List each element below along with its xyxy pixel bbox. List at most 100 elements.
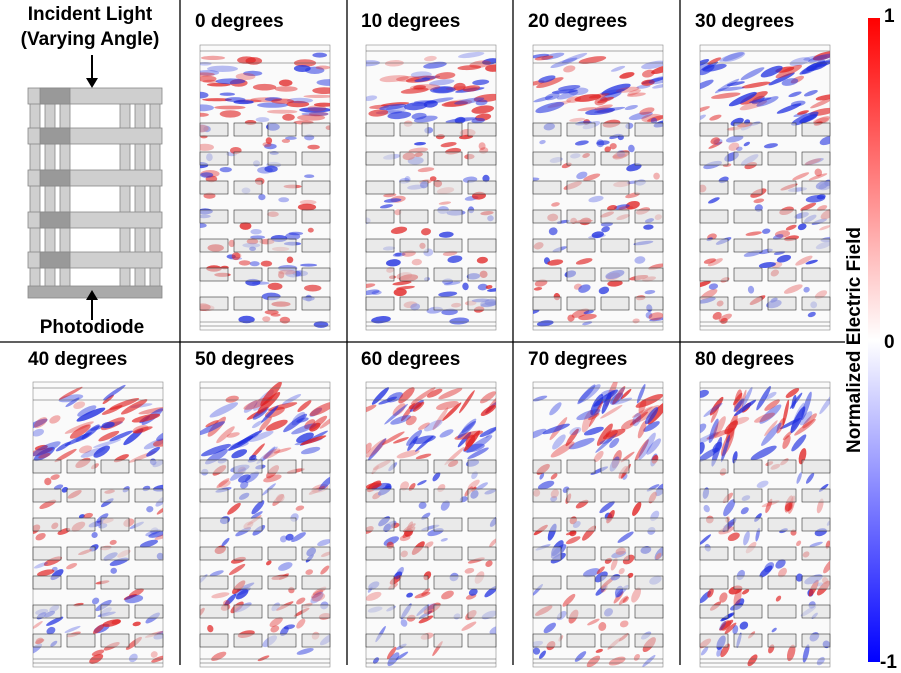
- field-blob: [453, 82, 466, 91]
- structure-block: [399, 180, 429, 195]
- field-blob: [620, 451, 635, 463]
- structure-block: [433, 633, 463, 648]
- field-blob: [467, 479, 480, 490]
- field-blob: [631, 406, 653, 418]
- field-blob: [93, 439, 122, 448]
- structure-block: [801, 267, 831, 282]
- structure-block: [699, 633, 729, 648]
- field-blob: [384, 403, 408, 425]
- structure-block: [733, 488, 763, 503]
- structure-block: [199, 517, 229, 532]
- field-blob: [713, 416, 726, 438]
- layer-dark: [39, 169, 71, 187]
- field-blob: [719, 592, 728, 603]
- field-blob: [309, 401, 330, 417]
- field-blob: [783, 284, 803, 294]
- field-blob: [295, 505, 305, 511]
- structure-block: [100, 633, 130, 648]
- structure-block: [301, 459, 331, 474]
- field-blob: [476, 256, 488, 264]
- structure-block: [365, 546, 395, 561]
- field-blob: [610, 65, 626, 72]
- structure-block: [634, 238, 664, 253]
- field-blob: [482, 174, 490, 183]
- field-blob: [565, 536, 581, 545]
- structure-block: [532, 633, 562, 648]
- structure-block: [532, 517, 562, 532]
- field-blob: [703, 402, 723, 417]
- field-blob: [296, 647, 314, 655]
- field-blob: [756, 480, 769, 488]
- field-blob: [561, 52, 588, 64]
- structure-block: [433, 604, 463, 619]
- field-blob: [219, 110, 241, 118]
- structure-block: [433, 575, 463, 590]
- field-blob: [708, 418, 719, 444]
- field-blob: [249, 261, 260, 267]
- field-blob: [547, 259, 564, 266]
- field-blob: [781, 78, 799, 86]
- field-blob: [648, 312, 663, 321]
- structure-block: [699, 238, 729, 253]
- field-blob: [202, 79, 218, 84]
- field-blob: [703, 504, 710, 513]
- structure-block: [467, 546, 497, 561]
- structure-block: [365, 296, 395, 311]
- field-blob: [578, 384, 601, 403]
- structure-block: [467, 575, 497, 590]
- structure-block: [532, 151, 562, 166]
- field-blob: [741, 387, 753, 408]
- field-blob: [447, 255, 463, 263]
- field-blob: [731, 416, 750, 426]
- field-blob: [700, 442, 705, 455]
- field-blob: [371, 290, 382, 295]
- field-blob: [551, 89, 578, 94]
- field-blob: [700, 534, 712, 546]
- field-blob: [475, 99, 488, 106]
- structure-block: [134, 517, 164, 532]
- field-blob: [617, 531, 634, 543]
- field-blob: [462, 282, 469, 291]
- field-blob: [489, 626, 496, 635]
- field-blob: [405, 415, 417, 426]
- structure-block: [301, 238, 331, 253]
- field-blob: [297, 114, 326, 121]
- field-blob: [576, 171, 588, 180]
- field-blob: [700, 114, 706, 122]
- field-blob: [250, 235, 265, 239]
- field-blob: [439, 429, 454, 438]
- field-blob: [279, 316, 291, 324]
- field-blob: [121, 399, 148, 415]
- field-blob: [478, 142, 486, 150]
- field-blob: [760, 65, 783, 78]
- structure-block: [532, 575, 562, 590]
- field-blob: [599, 438, 613, 445]
- field-blob: [392, 403, 406, 416]
- field-blob: [568, 437, 595, 450]
- field-blob: [805, 195, 826, 203]
- field-blob: [605, 429, 618, 438]
- structure-block: [233, 180, 263, 195]
- structure-block: [733, 575, 763, 590]
- structure-block: [600, 209, 630, 224]
- structure-block: [66, 633, 96, 648]
- field-blob: [266, 560, 272, 566]
- structure-block: [66, 575, 96, 590]
- field-blob: [772, 234, 784, 240]
- structure-block: [233, 546, 263, 561]
- field-blob: [64, 625, 81, 633]
- structure-block: [801, 488, 831, 503]
- field-blob: [424, 55, 437, 62]
- structure-block: [301, 180, 331, 195]
- structure-block: [199, 604, 229, 619]
- field-blob: [634, 439, 649, 461]
- field-blob: [301, 111, 329, 117]
- field-blob: [552, 434, 566, 450]
- field-blob: [708, 141, 723, 149]
- field-blob: [200, 143, 214, 151]
- field-blob: [533, 309, 540, 315]
- structure-block: [699, 517, 729, 532]
- structure-block: [767, 517, 797, 532]
- field-blob: [700, 79, 714, 91]
- field-blob: [454, 116, 466, 124]
